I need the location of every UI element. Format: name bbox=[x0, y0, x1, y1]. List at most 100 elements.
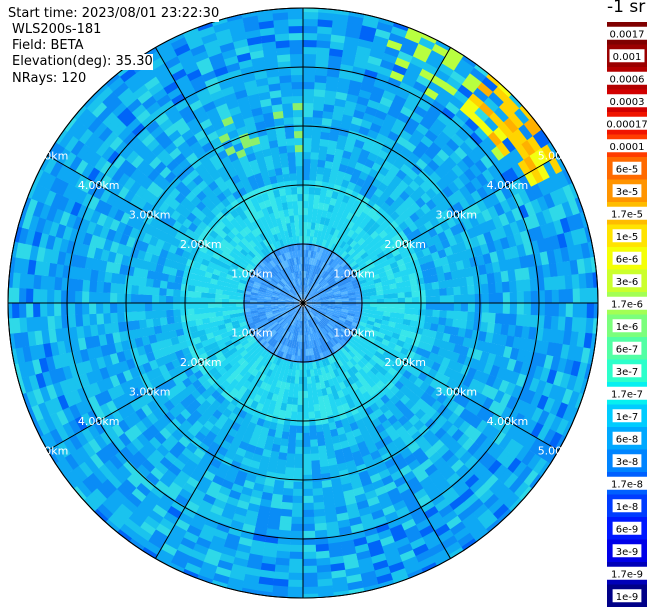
beta-cell bbox=[474, 432, 488, 447]
beta-cell bbox=[278, 296, 286, 300]
beta-cell bbox=[67, 119, 83, 137]
beta-cell bbox=[428, 330, 438, 339]
beta-cell bbox=[313, 297, 321, 301]
beta-cell bbox=[340, 290, 349, 295]
beta-cell bbox=[341, 387, 350, 397]
beta-cell bbox=[389, 337, 399, 345]
beta-cell bbox=[325, 153, 335, 163]
beta-cell bbox=[96, 212, 108, 227]
beta-cell bbox=[385, 425, 397, 437]
beta-cell bbox=[285, 306, 293, 311]
beta-cell bbox=[379, 255, 389, 264]
beta-cell bbox=[382, 52, 398, 65]
beta-cell bbox=[302, 404, 309, 413]
beta-cell bbox=[72, 485, 87, 502]
beta-cell bbox=[313, 303, 322, 305]
beta-cell bbox=[176, 262, 187, 272]
beta-cell bbox=[265, 288, 274, 294]
beta-cell bbox=[197, 458, 210, 471]
beta-cell bbox=[478, 469, 494, 485]
beta-cell bbox=[206, 404, 217, 416]
beta-cell bbox=[329, 370, 337, 380]
beta-cell bbox=[284, 284, 291, 291]
beta-cell bbox=[346, 360, 355, 370]
beta-cell bbox=[52, 208, 65, 224]
beta-cell bbox=[273, 117, 285, 127]
beta-cell bbox=[460, 311, 469, 321]
beta-cell bbox=[188, 272, 198, 281]
beta-cell bbox=[208, 113, 222, 125]
beta-cell bbox=[278, 293, 287, 298]
beta-cell bbox=[333, 228, 341, 238]
beta-cell bbox=[559, 372, 572, 390]
beta-cell bbox=[306, 298, 314, 302]
beta-cell bbox=[305, 327, 309, 336]
beta-cell bbox=[436, 148, 450, 162]
beta-cell bbox=[390, 298, 399, 304]
beta-cell bbox=[387, 107, 401, 119]
beta-cell bbox=[254, 120, 266, 131]
beta-cell bbox=[312, 265, 318, 274]
beta-cell bbox=[543, 315, 553, 330]
beta-cell bbox=[347, 257, 356, 266]
beta-cell bbox=[111, 409, 124, 424]
beta-cell bbox=[314, 187, 322, 196]
beta-cell bbox=[348, 310, 356, 315]
beta-cell bbox=[303, 8, 319, 13]
beta-cell bbox=[319, 268, 325, 277]
beta-cell bbox=[172, 253, 182, 263]
beta-cell bbox=[179, 537, 196, 551]
beta-cell bbox=[274, 285, 282, 291]
beta-cell bbox=[155, 523, 172, 538]
beta-cell bbox=[215, 522, 231, 534]
beta-cell bbox=[303, 235, 307, 244]
beta-cell bbox=[151, 408, 164, 421]
beta-cell bbox=[464, 328, 474, 340]
beta-cell bbox=[340, 475, 352, 486]
beta-cell bbox=[341, 546, 357, 557]
beta-cell bbox=[418, 36, 436, 51]
beta-cell bbox=[374, 28, 392, 40]
beta-cell bbox=[46, 315, 56, 330]
beta-cell bbox=[278, 238, 285, 247]
beta-cell bbox=[359, 262, 368, 270]
beta-cell bbox=[349, 260, 358, 268]
beta-cell bbox=[437, 462, 452, 476]
beta-cell bbox=[299, 362, 303, 371]
beta-cell bbox=[517, 159, 532, 176]
beta-cell bbox=[172, 343, 182, 353]
beta-cell bbox=[487, 164, 501, 179]
beta-cell bbox=[323, 316, 331, 323]
beta-cell bbox=[181, 347, 191, 357]
beta-cell bbox=[212, 96, 227, 108]
beta-cell bbox=[163, 194, 175, 206]
beta-cell bbox=[134, 337, 144, 348]
beta-cell bbox=[219, 41, 236, 53]
beta-cell bbox=[32, 302, 41, 318]
beta-cell bbox=[472, 87, 489, 103]
beta-cell bbox=[93, 156, 108, 172]
beta-cell bbox=[402, 420, 414, 432]
beta-cell bbox=[89, 269, 99, 282]
beta-cell bbox=[507, 269, 517, 282]
beta-cell bbox=[95, 313, 105, 325]
beta-cell bbox=[140, 404, 153, 417]
beta-cell bbox=[222, 286, 231, 292]
beta-cell bbox=[551, 289, 560, 304]
beta-cell bbox=[381, 475, 395, 487]
beta-cell bbox=[334, 398, 343, 408]
beta-cell bbox=[459, 103, 475, 119]
beta-cell bbox=[255, 217, 264, 227]
beta-cell bbox=[277, 138, 287, 147]
beta-cell bbox=[113, 341, 124, 354]
beta-cell bbox=[287, 446, 296, 455]
beta-cell bbox=[311, 309, 318, 316]
beta-cell bbox=[150, 106, 166, 121]
beta-cell bbox=[484, 116, 500, 132]
beta-cell bbox=[127, 136, 142, 151]
beta-cell bbox=[304, 306, 308, 314]
beta-cell bbox=[292, 271, 297, 280]
beta-cell bbox=[449, 441, 463, 455]
beta-cell bbox=[450, 459, 465, 473]
beta-cell bbox=[266, 271, 274, 279]
